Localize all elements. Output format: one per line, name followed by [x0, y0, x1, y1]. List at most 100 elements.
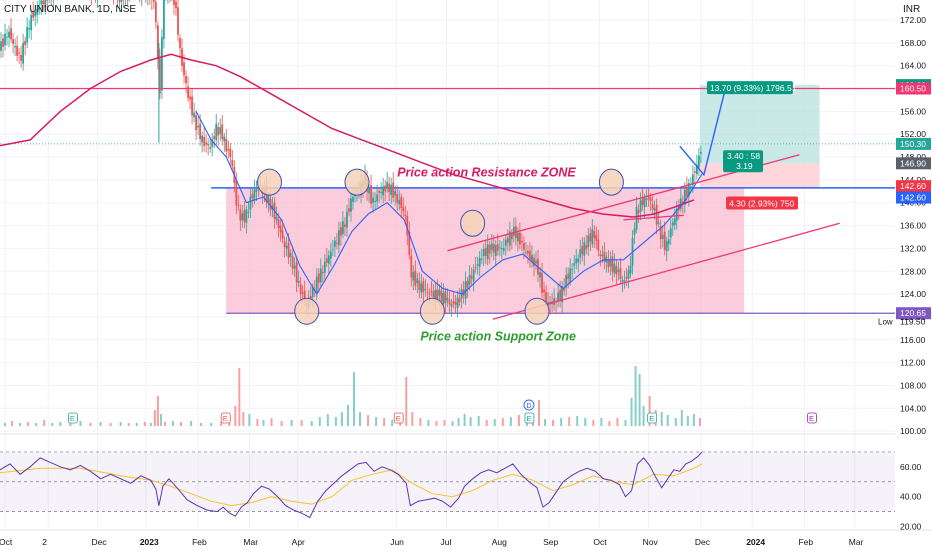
candle-body — [8, 31, 10, 38]
candle-body — [488, 244, 491, 254]
candle-body — [331, 249, 334, 251]
support-touch-circle — [460, 209, 486, 237]
earnings-marker — [393, 412, 404, 424]
candle-body — [498, 247, 501, 249]
candle-body — [454, 302, 457, 305]
volume-bar — [469, 417, 472, 426]
volume-bar — [451, 421, 454, 426]
candle-body — [496, 243, 499, 251]
volume-bar — [290, 420, 293, 426]
volume-bar — [242, 412, 245, 426]
volume-bar — [200, 423, 203, 426]
candle-body — [643, 197, 646, 208]
candle-body — [577, 258, 580, 263]
candle-body — [271, 205, 274, 210]
candle-body — [617, 270, 620, 272]
time-axis-label: Aug — [492, 537, 507, 547]
candle-body — [521, 240, 523, 243]
candle-body — [317, 273, 320, 283]
price-axis-tick: 144.00 — [900, 175, 926, 185]
price-axis-tick: 148.00 — [900, 152, 926, 162]
candle-body — [323, 261, 326, 273]
price-axis-tick: 156.00 — [900, 106, 926, 116]
candle-body — [315, 276, 318, 293]
candle-body — [6, 36, 8, 38]
volume-bar — [568, 417, 571, 426]
candle-body — [0, 41, 2, 51]
candle-body — [478, 257, 481, 267]
candle-body — [374, 200, 376, 202]
candle-body — [418, 280, 421, 291]
time-axis-label: Sep — [543, 537, 558, 547]
candle-body — [201, 135, 204, 143]
candle-body — [321, 272, 324, 274]
volume-bar — [674, 418, 677, 426]
price-axis-tick: 100.00 — [900, 426, 926, 436]
candle-body — [303, 290, 306, 302]
candle-body — [297, 280, 300, 284]
volume-bar — [463, 414, 466, 426]
candle-body — [637, 210, 640, 214]
candle-body — [543, 289, 545, 293]
candle-body — [591, 229, 594, 245]
candle-body — [187, 86, 189, 98]
candle-body — [372, 197, 374, 203]
candle-body — [486, 244, 489, 260]
candle-body — [44, 0, 47, 8]
volume-bar — [340, 412, 343, 426]
candle-body — [653, 208, 656, 211]
volume-bar — [608, 421, 611, 426]
candle-body — [251, 194, 254, 198]
price-tag-label: 120.65 — [900, 308, 926, 318]
volume-bar — [600, 418, 603, 426]
candle-body — [430, 291, 433, 292]
candle-body — [464, 281, 467, 299]
candle-body — [671, 222, 674, 226]
candle-body — [378, 190, 381, 193]
candle-body — [398, 200, 401, 205]
candle-body — [46, 0, 49, 1]
candle-body — [683, 189, 686, 205]
candle-body — [609, 259, 612, 267]
volume-bar — [190, 421, 193, 426]
candle-body — [2, 38, 4, 47]
candle-body — [693, 171, 696, 173]
volume-bar — [352, 372, 355, 426]
candle-body — [156, 25, 159, 60]
candle-body — [593, 231, 596, 239]
candle-body — [468, 274, 471, 285]
candle-body — [675, 208, 678, 221]
candle-body — [209, 147, 212, 149]
candle-body — [700, 151, 702, 154]
candle-body — [545, 291, 547, 303]
candle-body — [571, 269, 574, 270]
candle-body — [283, 241, 286, 248]
candle-body — [651, 204, 654, 210]
ratio-label-bg — [723, 150, 764, 173]
volume-bar — [59, 422, 62, 426]
candle-body — [382, 186, 385, 196]
candle-body — [380, 191, 383, 193]
volume-bar — [79, 421, 82, 426]
candle-body — [289, 252, 292, 257]
candle-body — [118, 0, 121, 3]
earnings-marker — [68, 412, 78, 424]
volume-bar — [638, 374, 641, 426]
volume-bar — [220, 422, 223, 426]
price-axis-tick: 136.00 — [900, 221, 926, 231]
price-axis-tick: 108.00 — [900, 380, 926, 390]
rsi-axis-tick: 40.00 — [900, 492, 922, 502]
candle-body — [38, 7, 41, 10]
symbol-title: CITY UNION BANK, 1D, NSE — [4, 4, 137, 15]
earnings-marker-label: E — [70, 414, 75, 423]
rsi-line — [0, 451, 703, 519]
candle-body — [390, 184, 393, 195]
candle-body — [613, 263, 616, 274]
candle-body — [211, 139, 214, 147]
candle-body — [406, 215, 409, 236]
resistance-touch-circle — [257, 168, 283, 196]
time-axis-label: Jun — [390, 537, 404, 547]
candle-body — [462, 289, 465, 296]
